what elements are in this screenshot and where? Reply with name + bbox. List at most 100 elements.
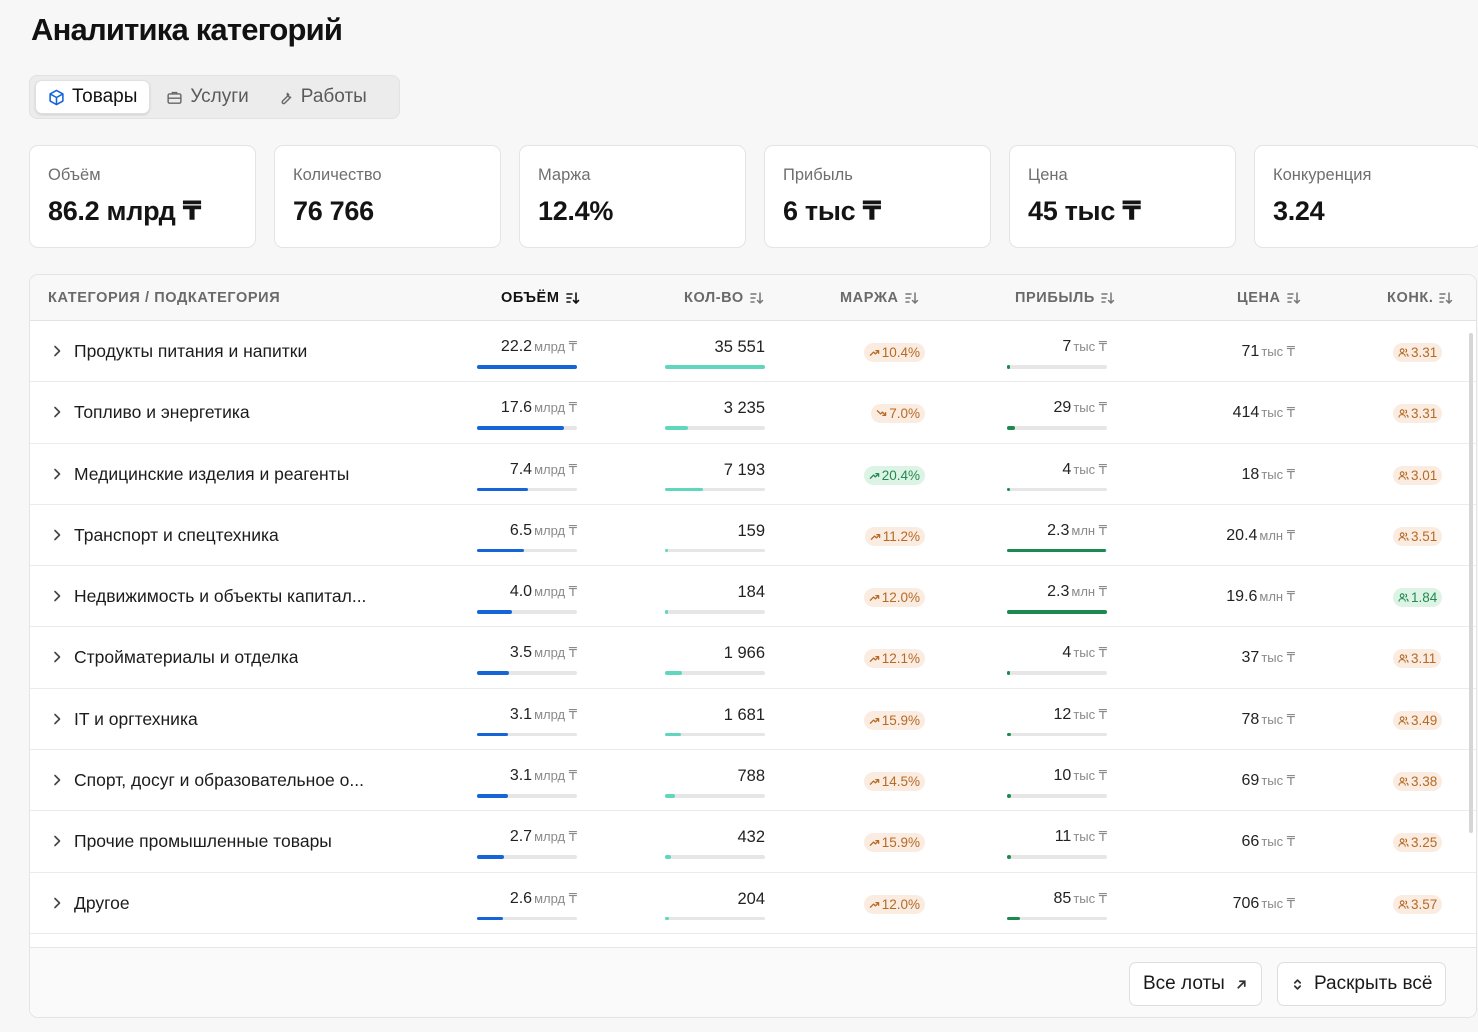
price-number: 19.6 [1226,588,1258,606]
price-unit: млн ₸ [1259,589,1295,605]
qty-bar [665,855,765,859]
expand-all-button[interactable]: Раскрыть всё [1277,962,1447,1006]
volume-number: 17.6 [500,399,533,417]
tab-goods[interactable]: Товары [35,80,151,114]
header-volume[interactable]: ОБЪЁМ [501,290,580,306]
scrollbar-thumb[interactable] [1469,333,1473,833]
volume-unit: млрд ₸ [534,768,577,784]
qty-bar-fill [665,365,765,369]
competition-value: 3.25 [1411,835,1438,851]
volume-bar [477,916,577,921]
qty-value: 184 [737,583,765,602]
profit-number: 10 [1053,767,1072,785]
chevron-right-icon[interactable] [50,528,64,542]
price-number: 18 [1241,465,1260,483]
qty-bar-fill [665,610,668,614]
table-row[interactable]: Медицинские изделия и реагенты 7.4 млрд ₸ 7… [30,444,1476,505]
chevron-right-icon[interactable] [50,467,64,481]
profit-bar [1007,794,1107,798]
header-competition[interactable]: КОНК. [1387,290,1453,306]
profit-unit: тыс ₸ [1073,829,1107,845]
margin-badge: 7.0% [871,404,925,424]
users-icon [1398,348,1409,357]
kpi-label: Объём [48,166,101,184]
table-row[interactable]: Стройматериалы и отделка 3.5 млрд ₸ 1 966 12… [30,627,1476,689]
volume-bar [477,548,577,553]
qty-value: 1 681 [723,705,765,724]
profit-value: 11 тыс ₸ [1007,828,1107,846]
header-profit-label: ПРИБЫЛЬ [1015,290,1095,306]
category-name: Транспорт и спецтехника [74,524,279,545]
price-number: 37 [1241,649,1260,667]
table-row[interactable]: Продукты питания и напитки 22.2 млрд ₸ 35 5… [30,321,1476,383]
table-row[interactable]: Транспорт и спецтехника 6.5 млрд ₸ 159 11.2%… [30,505,1476,567]
qty-value: 204 [737,889,765,908]
sort-icon [1101,292,1115,305]
chevron-right-icon[interactable] [50,773,64,787]
table-row[interactable]: Спорт, досуг и образовательное о... 3.1 мл… [30,750,1476,812]
price-value: 78 тыс ₸ [1195,711,1295,729]
header-margin[interactable]: МАРЖА [840,290,919,306]
header-profit[interactable]: ПРИБЫЛЬ [1015,290,1115,306]
sort-icon [904,292,918,305]
header-price[interactable]: ЦЕНА [1237,290,1301,306]
table-scrollbar[interactable] [1468,333,1474,943]
chevron-right-icon[interactable] [50,834,64,848]
tab-works[interactable]: Работы [265,80,379,114]
volume-value: 3.1 млрд ₸ [477,767,577,785]
volume-unit: млрд ₸ [534,461,577,477]
kpi-label: Количество [293,166,382,184]
margin-value: 14.5% [881,774,920,790]
all-lots-label: Все лоты [1143,973,1225,994]
trend-up-icon [869,595,879,602]
profit-number: 85 [1053,889,1072,907]
table-row[interactable]: Прочие промышленные товары 2.7 млрд ₸ 432 15… [30,811,1476,873]
volume-unit: млрд ₸ [534,706,577,722]
margin-value: 12.1% [881,651,920,667]
price-value: 706 тыс ₸ [1195,895,1295,913]
table-row[interactable]: IT и оргтехника 3.1 млрд ₸ 1 681 15.9% 12 тыс … [30,689,1476,751]
kpi-price: Цена 45 тыс ₸ [1009,145,1236,248]
competition-badge: 3.49 [1393,710,1443,730]
chevron-right-icon[interactable] [50,344,64,358]
profit-value: 85 тыс ₸ [1007,890,1107,908]
chevron-right-icon[interactable] [50,712,64,726]
chevron-right-icon[interactable] [50,589,64,603]
price-unit: тыс ₸ [1261,466,1295,482]
chevron-right-icon[interactable] [50,896,64,910]
margin-badge: 15.9% [863,833,925,853]
table-row[interactable]: Топливо и энергетика 17.6 млрд ₸ 3 235 7.0% 2… [30,382,1476,444]
chevron-right-icon[interactable] [50,405,64,419]
header-category: КАТЕГОРИЯ / ПОДКАТЕГОРИЯ [48,290,280,306]
table-row[interactable]: Другое 2.6 млрд ₸ 204 12.0% 85 тыс ₸ 706 тыс ₸ 3.… [30,873,1476,934]
profit-bar [1007,610,1107,614]
header-competition-label: КОНК. [1387,290,1434,306]
margin-badge: 15.9% [863,710,925,730]
qty-value: 788 [737,767,765,786]
qty-bar-fill [665,548,668,553]
volume-unit: млрд ₸ [534,890,577,906]
chevron-right-icon[interactable] [50,650,64,664]
profit-unit: тыс ₸ [1073,645,1107,661]
profit-value: 7 тыс ₸ [1007,338,1107,356]
all-lots-button[interactable]: Все лоты [1129,962,1262,1006]
kpi-value: 45 тыс ₸ [1028,196,1141,226]
sort-desc-icon [565,292,579,305]
category-name: Другое [74,892,130,913]
competition-badge: 3.31 [1393,404,1443,424]
margin-badge: 10.4% [863,343,925,362]
qty-value: 1 966 [723,644,765,663]
profit-number: 4 [1062,460,1072,478]
tab-services[interactable]: Услуги [154,80,260,114]
qty-value: 432 [737,828,765,847]
table-row[interactable]: Недвижимость и объекты капитал... 4.0 млрд… [30,566,1476,628]
header-qty[interactable]: КОЛ-ВО [684,290,764,306]
table-header: КАТЕГОРИЯ / ПОДКАТЕГОРИЯ ОБЪЁМ КОЛ-ВО МА… [30,275,1476,321]
volume-bar [477,426,577,430]
profit-number: 11 [1054,828,1072,846]
price-value: 18 тыс ₸ [1195,466,1295,484]
price-value: 19.6 млн ₸ [1195,588,1295,606]
price-number: 414 [1232,404,1260,422]
price-unit: тыс ₸ [1261,650,1295,666]
price-number: 20.4 [1226,526,1258,544]
